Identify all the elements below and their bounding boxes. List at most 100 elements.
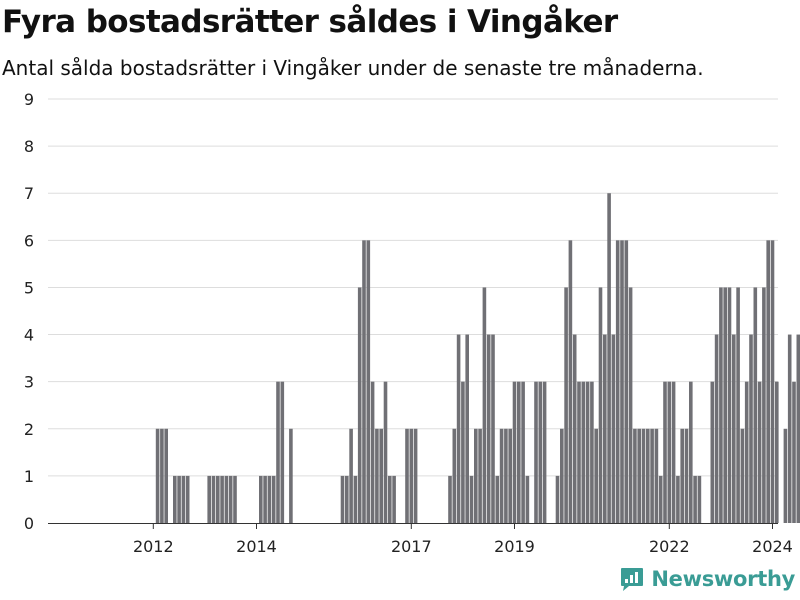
bar [727, 287, 732, 523]
x-tick-label: 2014 [236, 537, 277, 556]
bar [276, 381, 280, 523]
bar [680, 428, 684, 523]
bar [732, 334, 736, 523]
bar [753, 287, 758, 523]
bar [413, 428, 418, 523]
bar [521, 381, 525, 523]
bar [474, 428, 478, 523]
bar [456, 334, 461, 523]
bar [366, 240, 371, 524]
bar [353, 475, 358, 523]
bar [770, 240, 775, 524]
bar [663, 381, 667, 523]
brand-name: Newsworthy [651, 567, 795, 591]
bar [603, 334, 607, 523]
bar [508, 428, 512, 523]
chart-title: Fyra bostadsrätter såldes i Vingåker [2, 4, 618, 40]
y-tick-label: 4 [24, 326, 34, 345]
x-tick-label: 2012 [133, 537, 174, 556]
bar [611, 334, 616, 523]
bar [594, 428, 598, 523]
bar [478, 428, 482, 523]
bar [667, 381, 672, 523]
bar [448, 475, 452, 523]
bar [461, 381, 465, 523]
x-tick-label: 2024 [752, 537, 793, 556]
bar [697, 475, 702, 523]
bar [671, 381, 676, 523]
bar [534, 381, 538, 523]
bar [224, 475, 229, 523]
bar [740, 428, 745, 523]
bar [775, 381, 779, 523]
bar [486, 334, 491, 523]
bar [646, 428, 650, 523]
bar [615, 240, 620, 524]
y-tick-label: 1 [24, 467, 34, 486]
bar [499, 428, 504, 523]
bar [409, 428, 414, 523]
bar [749, 334, 753, 523]
x-tick-label: 2019 [494, 537, 535, 556]
bar [383, 381, 388, 523]
axes: 0 1 2 3 4 5 6 7 8 9 2012 2014 2017 2019 2022 2024 [24, 90, 793, 556]
bar [762, 287, 766, 523]
bar [796, 334, 800, 523]
bar [792, 381, 796, 523]
bar [495, 475, 500, 523]
bar [564, 287, 568, 523]
bar [345, 475, 349, 523]
bar [517, 381, 521, 523]
bar [375, 428, 379, 523]
bar [628, 287, 633, 523]
bar [719, 287, 723, 523]
bar [607, 193, 611, 523]
bar [220, 475, 224, 523]
bar [572, 334, 577, 523]
bar [388, 475, 392, 523]
bar [650, 428, 654, 523]
bar-series [155, 193, 800, 524]
bar [211, 475, 216, 523]
bar [340, 475, 345, 523]
bar [577, 381, 581, 523]
bar [676, 475, 680, 523]
x-tick-label: 2022 [649, 537, 690, 556]
bar [160, 428, 164, 523]
bar [271, 475, 276, 523]
bar [362, 240, 366, 524]
bar [185, 475, 190, 523]
bar [568, 240, 573, 524]
bar [504, 428, 508, 523]
bar [469, 475, 474, 523]
bar [405, 428, 409, 523]
bar [392, 475, 396, 523]
bar [207, 475, 211, 523]
bar [512, 381, 517, 523]
gridlines [48, 98, 778, 477]
bar [590, 381, 594, 523]
chart-subtitle: Antal sålda bostadsrätter i Vingåker und… [2, 56, 704, 80]
bar [637, 428, 641, 523]
bar [482, 287, 487, 523]
bar [181, 475, 186, 523]
bar [289, 428, 293, 523]
bar [641, 428, 646, 523]
bar [452, 428, 457, 523]
brand-logo: Newsworthy [619, 566, 795, 592]
bar [259, 475, 263, 523]
bar [216, 475, 220, 523]
bar [370, 381, 375, 523]
bar [689, 381, 693, 523]
bar [173, 475, 177, 523]
bar [633, 428, 637, 523]
bar [349, 428, 353, 523]
bar [465, 334, 469, 523]
bar [263, 475, 267, 523]
y-tick-label: 8 [24, 137, 34, 156]
bar [624, 240, 629, 524]
newsworthy-logo-icon [621, 568, 644, 591]
x-tick-label: 2017 [391, 537, 432, 556]
bar [714, 334, 719, 523]
